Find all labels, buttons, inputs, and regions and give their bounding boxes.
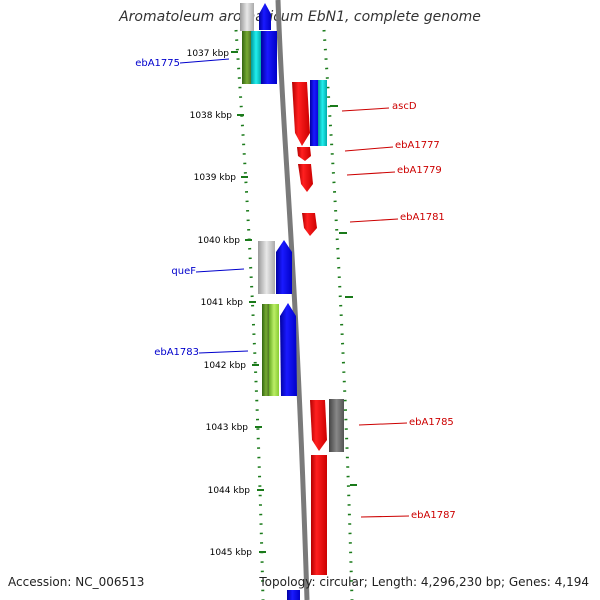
gene-block-olive — [242, 31, 252, 84]
gene-arrow-red-ascD — [292, 82, 310, 146]
gene-label-ebA1779[interactable]: ebA1779 — [397, 165, 442, 176]
tick-label: 1039 kbp — [194, 173, 237, 183]
label-connector — [360, 515, 410, 518]
tick-label: 1040 kbp — [198, 236, 241, 246]
tick-label: 1041 kbp — [201, 298, 244, 308]
tick-marks — [231, 51, 357, 553]
tick-label: 1037 kbp — [187, 49, 230, 59]
gene-block-cyan-ascD — [318, 80, 327, 146]
gene-label-ebA1777[interactable]: ebA1777 — [395, 140, 440, 151]
label-connector — [195, 268, 245, 273]
gene-arrow-blue — [276, 240, 292, 294]
gene-arrow-red-1785 — [310, 400, 327, 451]
gene-label-ebA1785[interactable]: ebA1785 — [409, 417, 454, 428]
accession-text: Accession: NC_006513 — [8, 575, 145, 589]
gene-block-grey-top — [240, 3, 254, 31]
gene-block-lime — [269, 304, 279, 396]
label-connector — [349, 218, 399, 223]
label-connector — [341, 107, 390, 112]
gene-label-queF[interactable]: queF — [171, 266, 196, 277]
gene-label-ebA1781[interactable]: ebA1781 — [400, 212, 445, 223]
gene-block-blue-bottom — [287, 590, 300, 600]
gene-arrow-red-1781 — [302, 213, 317, 236]
tick-label: 1045 kbp — [210, 548, 253, 558]
label-connector — [179, 58, 230, 64]
gene-arrow-red-small — [297, 147, 311, 161]
tick-label: 1043 kbp — [206, 423, 249, 433]
gene-block-blue-ascD — [310, 80, 320, 146]
outer-ruler-dots — [234, 29, 265, 600]
gene-block-olive-2 — [262, 304, 270, 396]
gene-block-red-1787 — [311, 455, 327, 575]
genome-backbone — [275, 0, 310, 600]
label-connector — [344, 146, 394, 152]
gene-arrow-blue-2 — [280, 303, 297, 396]
gene-label-ascD[interactable]: ascD — [392, 101, 417, 112]
tick-label: 1038 kbp — [190, 111, 233, 121]
label-connector — [346, 171, 396, 176]
gene-arrow-blue-top — [259, 3, 271, 30]
label-connector — [358, 422, 408, 426]
gene-block-grey — [258, 241, 275, 294]
gene-block-blue — [261, 31, 277, 84]
tick-label: 1042 kbp — [204, 361, 247, 371]
label-connector — [198, 350, 249, 354]
topology-text: Topology: circular; Length: 4,296,230 bp… — [259, 575, 589, 589]
gene-block-darkgrey — [329, 399, 344, 452]
gene-arrow-red-1779 — [298, 164, 313, 192]
gene-label-ebA1775[interactable]: ebA1775 — [135, 58, 180, 69]
gene-block-cyan — [251, 31, 261, 84]
gene-label-ebA1787[interactable]: ebA1787 — [411, 510, 456, 521]
inner-ruler-dots — [322, 29, 354, 600]
tick-label: 1044 kbp — [208, 486, 251, 496]
genome-title: Aromatoleum aromaticum EbN1, complete ge… — [119, 9, 481, 25]
gene-label-ebA1783[interactable]: ebA1783 — [154, 347, 199, 358]
